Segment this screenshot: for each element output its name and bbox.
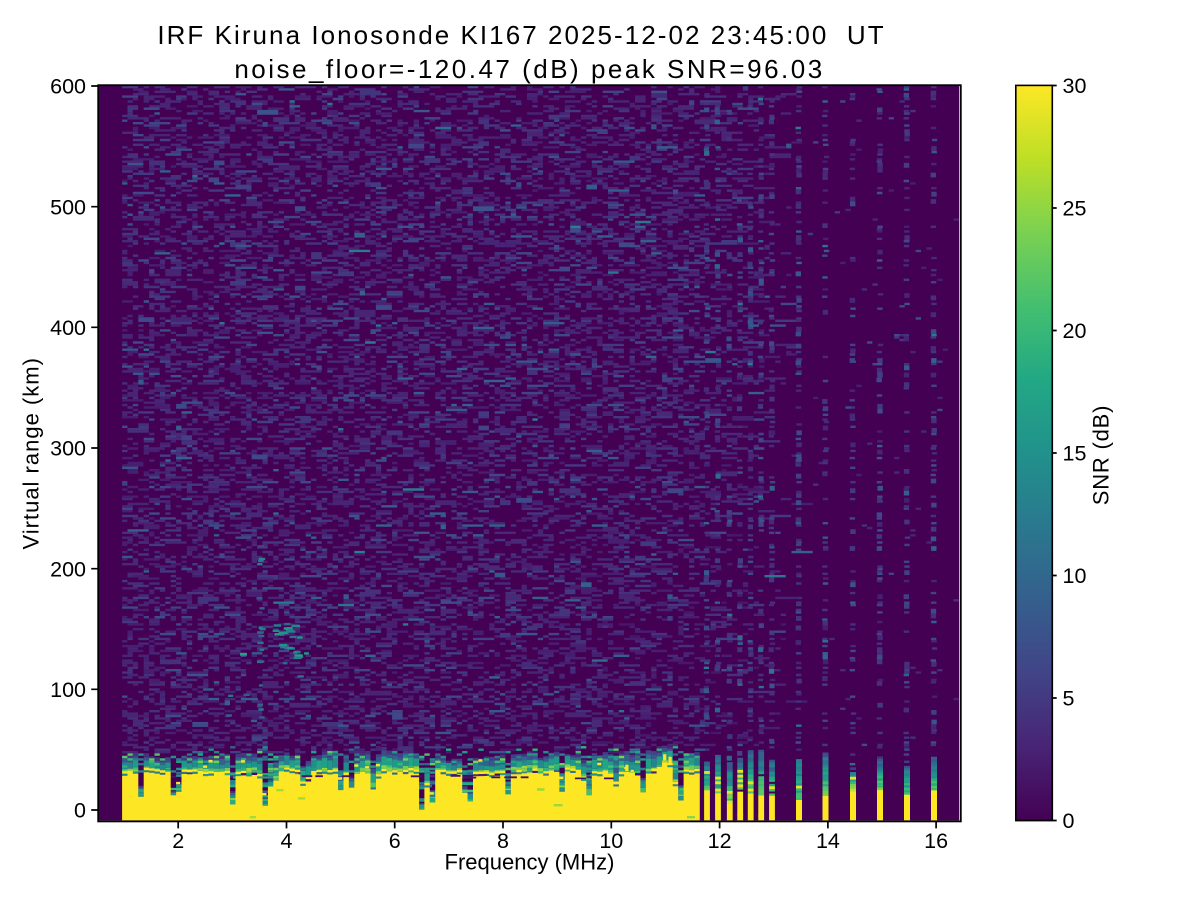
svg-text:SNR (dB): SNR (dB): [1089, 405, 1114, 506]
svg-text:noise_floor=-120.47 (dB) peak: noise_floor=-120.47 (dB) peak SNR=96.03: [234, 54, 824, 84]
svg-text:12: 12: [708, 829, 732, 853]
svg-text:0: 0: [74, 799, 86, 823]
svg-text:0: 0: [1063, 809, 1075, 833]
svg-text:2: 2: [172, 829, 184, 853]
svg-text:400: 400: [50, 316, 86, 340]
svg-text:10: 10: [1063, 564, 1087, 588]
svg-text:5: 5: [1063, 687, 1075, 711]
svg-text:IRF Kiruna Ionosonde KI167 202: IRF Kiruna Ionosonde KI167 2025-12-02 23…: [157, 20, 885, 50]
svg-text:15: 15: [1063, 442, 1087, 466]
svg-text:16: 16: [924, 829, 948, 853]
svg-text:Frequency (MHz): Frequency (MHz): [445, 850, 615, 875]
svg-text:100: 100: [50, 678, 86, 702]
svg-text:10: 10: [599, 829, 623, 853]
svg-text:200: 200: [50, 557, 86, 581]
svg-text:Virtual range (km): Virtual range (km): [19, 357, 44, 549]
svg-text:25: 25: [1063, 197, 1087, 221]
svg-text:14: 14: [816, 829, 840, 853]
svg-text:20: 20: [1063, 319, 1087, 343]
svg-text:500: 500: [50, 195, 86, 219]
svg-text:600: 600: [50, 75, 86, 99]
svg-text:8: 8: [497, 829, 509, 853]
svg-text:6: 6: [389, 829, 401, 853]
svg-text:30: 30: [1063, 74, 1087, 98]
svg-text:4: 4: [281, 829, 293, 853]
svg-text:300: 300: [50, 437, 86, 461]
